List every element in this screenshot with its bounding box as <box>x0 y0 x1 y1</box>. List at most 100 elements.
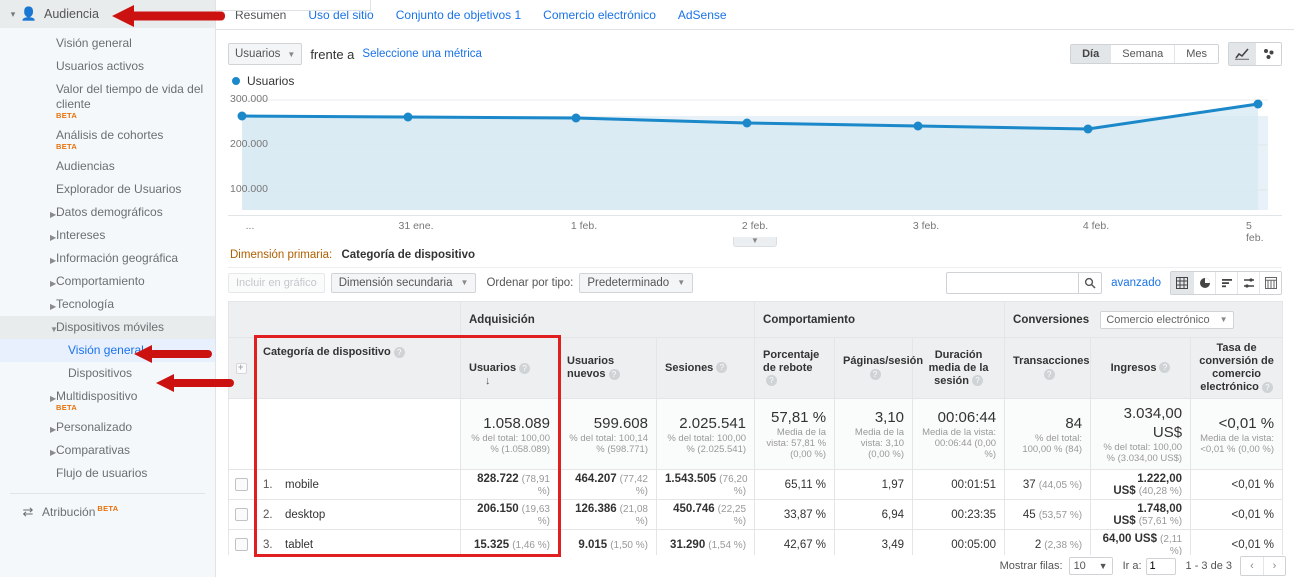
help-icon[interactable]: ? <box>766 375 778 387</box>
column-duracion-media-de-la-sesion[interactable]: Duración media de la sesión? <box>912 337 1006 399</box>
tab-uso-del-sitio[interactable]: Uso del sitio <box>308 8 374 22</box>
select-metric-link[interactable]: Seleccione una métrica <box>362 48 482 60</box>
row-checkbox-cell[interactable] <box>228 499 255 530</box>
pagination-range: 1 - 3 de 3 <box>1185 560 1232 572</box>
row-dimension-mobile[interactable]: 1. mobile <box>254 469 461 500</box>
select-all-header[interactable] <box>228 337 255 399</box>
sidebar-item-tecnologia[interactable]: ▶ Tecnología <box>0 293 215 316</box>
table-row[interactable]: 1. mobile 828.722 (78,91 %) 464.207 (77,42 … <box>228 469 1284 500</box>
row-name[interactable]: mobile <box>285 478 319 491</box>
help-icon[interactable]: ? <box>971 375 983 387</box>
scatter-chart-icon[interactable] <box>1255 43 1281 65</box>
cell-value: 37 <box>1022 478 1036 491</box>
users-line-chart[interactable]: 300.000 200.000 100.000 <box>228 90 1282 215</box>
cell-value: 31.290 <box>670 538 706 551</box>
column-label: Usuarios <box>469 362 517 374</box>
cell-sesiones: 31.290 (1,54 %) <box>655 529 756 560</box>
secondary-dimension-button[interactable]: Dimensión secundaria ▼ <box>330 272 477 293</box>
cell-value: 1,97 <box>881 478 905 491</box>
sidebar-item-audiencias[interactable]: Audiencias <box>0 155 215 178</box>
sidebar-item-flujo-usuarios[interactable]: Flujo de usuarios <box>0 462 215 485</box>
sidebar-item-informacion-geografica[interactable]: ▶ Información geográfica <box>0 247 215 270</box>
goto-page-input[interactable] <box>1145 557 1176 575</box>
sidebar-item-datos-demograficos[interactable]: ▶ Datos demográficos <box>0 201 215 224</box>
tab-adsense[interactable]: AdSense <box>677 8 727 22</box>
row-checkbox[interactable] <box>235 508 248 521</box>
sidebar-item-label: Intereses <box>56 228 106 242</box>
bar-view-icon[interactable] <box>1215 271 1237 294</box>
x-tick-4: 3 feb. <box>912 220 940 232</box>
column-paginas-sesion[interactable]: Páginas/sesión? <box>834 337 923 399</box>
select-all-checkbox[interactable] <box>236 361 247 374</box>
device-category-table: Adquisición Comportamiento Conversiones … <box>228 301 1284 560</box>
help-icon[interactable]: ? <box>608 368 620 380</box>
chevron-down-icon: ▼ <box>1098 561 1108 571</box>
primary-dimension-label: Dimensión primaria: <box>230 249 333 261</box>
table-row[interactable]: 2. desktop 206.150 (19,63 %) 126.386 (21,08… <box>228 499 1284 530</box>
sidebar-item-vision-general[interactable]: Visión general <box>0 32 215 55</box>
row-checkbox-cell[interactable] <box>228 469 255 500</box>
granularity-dia[interactable]: Día <box>1071 45 1111 63</box>
row-name[interactable]: tablet <box>285 538 314 551</box>
granularity-semana[interactable]: Semana <box>1110 45 1175 63</box>
chart-collapse-handle[interactable]: ▼ <box>733 237 777 247</box>
table-group-header-row: Adquisición Comportamiento Conversiones … <box>228 301 1284 338</box>
sidebar-item-explorador-usuarios[interactable]: Explorador de Usuarios <box>0 178 215 201</box>
sidebar-item-comportamiento[interactable]: ▶ Comportamiento <box>0 270 215 293</box>
row-checkbox[interactable] <box>235 478 248 491</box>
row-dimension-desktop[interactable]: 2. desktop <box>254 499 461 530</box>
arrow-to-vision-general <box>156 374 234 392</box>
sidebar-item-multidispositivo[interactable]: ▶ Multidispositivo BETA <box>0 385 215 416</box>
conversions-type-select[interactable]: Comercio electrónico ▼ <box>1100 310 1234 329</box>
help-icon[interactable]: ? <box>1261 381 1273 393</box>
column-ingresos[interactable]: Ingresos? <box>1090 337 1192 399</box>
column-porcentaje-de-rebote[interactable]: Porcentaje de rebote? <box>754 337 836 399</box>
pie-view-icon[interactable] <box>1193 271 1215 294</box>
sidebar-item-usuarios-activos[interactable]: Usuarios activos <box>0 55 215 78</box>
help-icon[interactable]: ? <box>716 362 728 374</box>
help-icon[interactable]: ? <box>1043 368 1055 380</box>
help-icon[interactable]: ? <box>393 346 405 358</box>
next-page-button[interactable]: › <box>1263 557 1285 575</box>
column-transacciones[interactable]: Transacciones? <box>1004 337 1092 399</box>
prev-page-button[interactable]: ‹ <box>1241 557 1263 575</box>
help-icon[interactable]: ? <box>519 362 531 374</box>
column-sesiones[interactable]: Sesiones? <box>655 337 756 399</box>
primary-dimension-value[interactable]: Categoría de dispositivo <box>341 249 476 261</box>
pivot-view-icon[interactable] <box>1259 271 1281 294</box>
column-categoria-de-dispositivo[interactable]: Categoría de dispositivo? <box>254 337 461 399</box>
sidebar-item-analisis-cohortes[interactable]: Análisis de cohortes BETA <box>0 124 215 155</box>
chevron-down-icon: ▼ <box>1219 315 1228 324</box>
primary-metric-select[interactable]: Usuarios ▼ <box>228 43 303 65</box>
cell-pct: (76,20 %) <box>719 473 748 497</box>
sidebar-item-dispositivos[interactable]: Dispositivos <box>0 362 215 385</box>
sidebar-item-atribucion[interactable]: ⇄ Atribución BETA <box>0 500 215 524</box>
sidebar-item-personalizado[interactable]: ▶ Personalizado <box>0 416 215 439</box>
row-checkbox[interactable] <box>235 538 248 551</box>
sidebar-item-valor-tiempo-vida[interactable]: Valor del tiempo de vida del cliente BET… <box>0 78 215 124</box>
secondary-dimension-label: Dimensión secundaria <box>338 276 453 289</box>
granularity-mes[interactable]: Mes <box>1174 45 1218 63</box>
sidebar-item-dispositivos-moviles[interactable]: ▼ Dispositivos móviles <box>0 316 215 339</box>
sort-type-select[interactable]: Predeterminado ▼ <box>579 272 694 293</box>
line-chart-icon[interactable] <box>1229 43 1255 65</box>
search-icon[interactable] <box>1078 271 1103 294</box>
help-icon[interactable]: ? <box>1159 362 1171 374</box>
column-usuarios-nuevos[interactable]: Usuarios nuevos? <box>558 337 657 399</box>
tab-conjunto-de-objetivos-1[interactable]: Conjunto de objetivos 1 <box>395 8 522 22</box>
rows-per-page-select[interactable]: 10 ▼ <box>1068 557 1113 575</box>
advanced-filter-link[interactable]: avanzado <box>1111 276 1161 289</box>
sidebar-item-intereses[interactable]: ▶ Intereses <box>0 224 215 247</box>
sidebar-item-comparativas[interactable]: ▶ Comparativas <box>0 439 215 462</box>
table-view-icon[interactable] <box>1171 271 1193 294</box>
column-tasa-de-conversion-de-comercio-electronico[interactable]: Tasa de conversión de comercio electróni… <box>1190 337 1284 399</box>
comparison-view-icon[interactable] <box>1237 271 1259 294</box>
help-icon[interactable]: ? <box>869 368 881 380</box>
row-name[interactable]: desktop <box>285 508 326 521</box>
tab-resumen[interactable]: Resumen <box>235 8 287 22</box>
sidebar-item-label: Comparativas <box>56 443 131 457</box>
column-usuarios[interactable]: Usuarios ? ↓ <box>460 337 559 399</box>
sort-desc-icon[interactable]: ↓ <box>485 375 491 387</box>
tab-comercio-electronico[interactable]: Comercio electrónico <box>543 8 656 22</box>
search-input[interactable] <box>946 271 1079 294</box>
